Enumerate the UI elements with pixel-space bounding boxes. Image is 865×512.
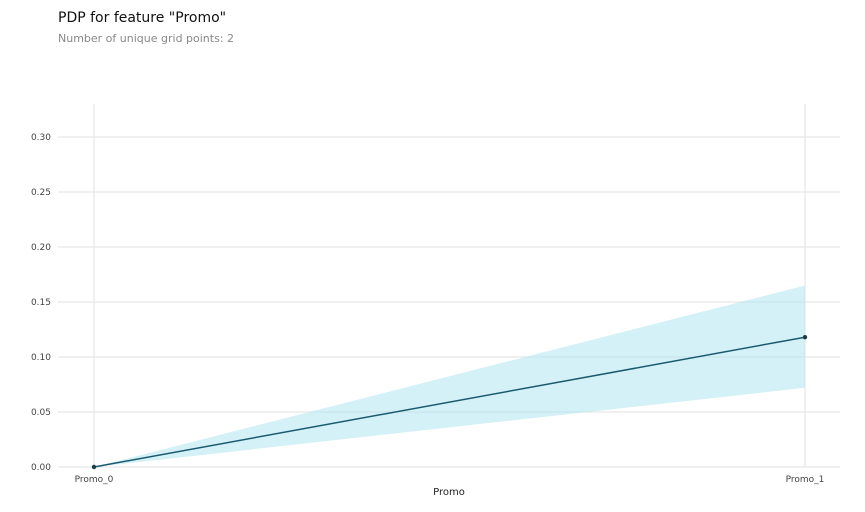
y-tick-label: 0.20 xyxy=(31,243,51,253)
pdp-point xyxy=(802,335,808,340)
y-tick-label: 0.00 xyxy=(31,463,51,473)
chart-subtitle: Number of unique grid points: 2 xyxy=(58,32,235,45)
y-tick-label: 0.15 xyxy=(31,298,51,308)
tick-layer: 0.00 0.05 0.10 0.15 0.20 0.25 0.30 Promo_0 Promo… xyxy=(31,133,824,485)
pdp-line xyxy=(93,336,806,468)
x-tick-label: Promo_1 xyxy=(786,475,825,485)
pdp-point xyxy=(91,464,97,470)
y-tick-label: 0.10 xyxy=(31,353,51,363)
y-tick-label: 0.05 xyxy=(31,408,51,418)
line-layer xyxy=(91,335,808,470)
y-tick-label: 0.25 xyxy=(31,188,51,198)
band-layer xyxy=(94,285,805,467)
y-tick-label: 0.30 xyxy=(31,133,51,143)
confidence-band xyxy=(94,285,805,467)
chart-title: PDP for feature "Promo" xyxy=(58,10,227,26)
x-tick-label: Promo_0 xyxy=(75,475,114,485)
x-axis-label: Promo xyxy=(433,487,465,498)
